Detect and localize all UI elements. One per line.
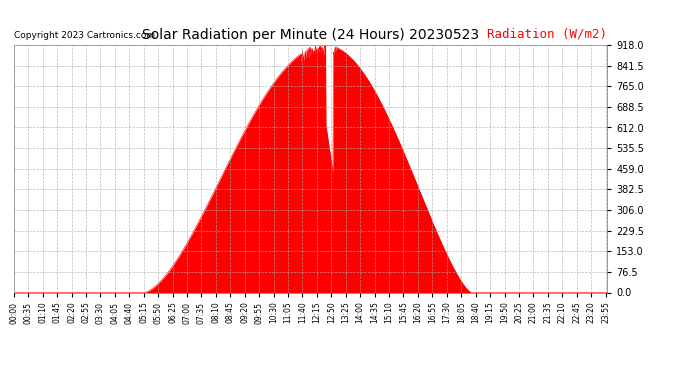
Title: Solar Radiation per Minute (24 Hours) 20230523: Solar Radiation per Minute (24 Hours) 20… [142, 28, 479, 42]
Text: Copyright 2023 Cartronics.com: Copyright 2023 Cartronics.com [14, 31, 155, 40]
Text: Radiation (W/m2): Radiation (W/m2) [487, 27, 607, 40]
